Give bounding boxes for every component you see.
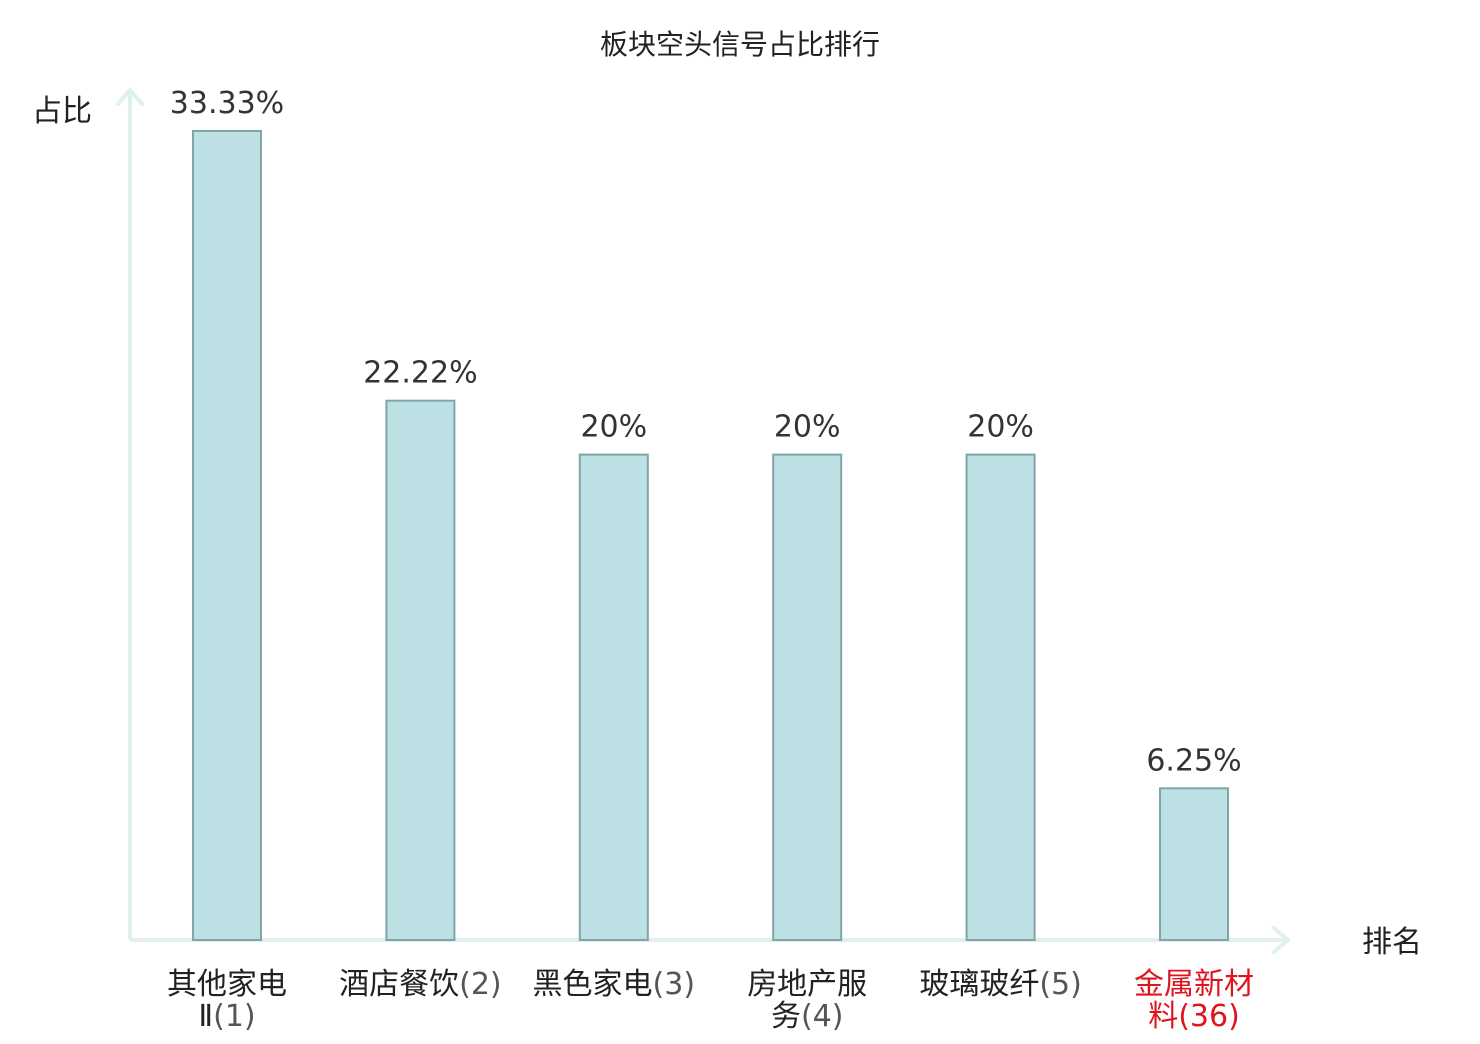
- value-label: 20%: [580, 410, 647, 445]
- tick-label-line: 务: [771, 999, 801, 1034]
- bar: [192, 130, 262, 941]
- value-label: 20%: [774, 410, 841, 445]
- x-axis-arrow: [1272, 926, 1290, 954]
- tick-label-rank: (1): [213, 999, 256, 1034]
- y-axis: 占比: [32, 88, 144, 940]
- tick-label-rank: (5): [1039, 967, 1082, 1002]
- tick-label-line: Ⅱ: [198, 999, 213, 1034]
- x-tick-label: 金属新材料(36): [1134, 967, 1254, 1034]
- bar: [965, 453, 1036, 941]
- chart-title: 板块空头信号占比排行: [600, 28, 880, 61]
- tick-label-line: 料: [1148, 999, 1178, 1034]
- bar: [385, 399, 456, 941]
- bar: [772, 453, 843, 941]
- tick-label-line: 玻璃玻纤: [919, 967, 1039, 1002]
- value-label: 33.33%: [170, 86, 284, 121]
- value-label: 20%: [967, 410, 1034, 445]
- x-tick-label: 房地产服务(4): [747, 967, 867, 1034]
- tick-label-line: 酒店餐饮: [339, 967, 459, 1002]
- bar: [578, 453, 649, 941]
- value-label: 6.25%: [1146, 743, 1241, 778]
- y-axis-label: 占比: [32, 94, 92, 129]
- value-label-group: 33.33% 22.22% 20% 20% 20% 6.25%: [170, 86, 1242, 778]
- tick-label-line: 房地产服: [747, 967, 867, 1002]
- bar: [1159, 787, 1229, 941]
- x-tick-label: 黑色家电(3): [533, 967, 696, 1002]
- x-tick-label: 酒店餐饮(2): [339, 967, 502, 1002]
- tick-label-line: 黑色家电: [533, 967, 653, 1002]
- tick-label-group: 其他家电 Ⅱ(1) 酒店餐饮(2) 黑色家电(3) 房地产服务(4) 玻璃玻纤(5) 金属新…: [167, 967, 1254, 1034]
- x-tick-label: 其他家电 Ⅱ(1): [167, 967, 287, 1034]
- value-label: 22.22%: [363, 356, 477, 391]
- tick-label-line: 其他家电: [167, 967, 287, 1002]
- tick-label-rank: (3): [653, 967, 696, 1002]
- x-tick-label: 玻璃玻纤(5): [919, 967, 1082, 1002]
- y-axis-arrow: [116, 88, 144, 106]
- x-axis: 排名: [130, 925, 1422, 960]
- tick-label-rank: (4): [801, 999, 844, 1034]
- tick-label-rank: (2): [459, 967, 502, 1002]
- tick-label-rank: (36): [1178, 999, 1240, 1034]
- tick-label-line: 金属新材: [1134, 967, 1254, 1002]
- x-axis-label: 排名: [1362, 925, 1422, 960]
- bar-group: [192, 130, 1229, 941]
